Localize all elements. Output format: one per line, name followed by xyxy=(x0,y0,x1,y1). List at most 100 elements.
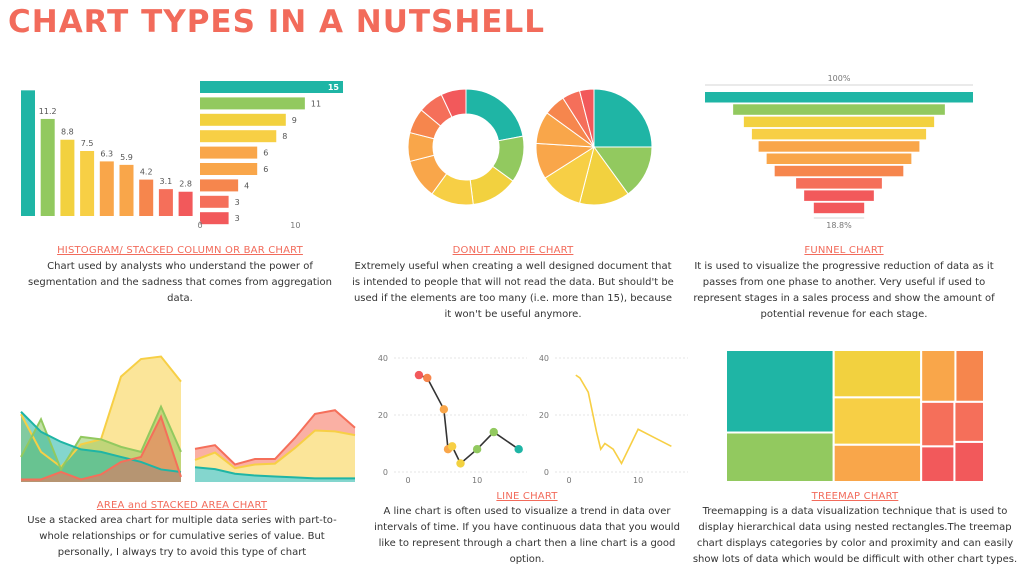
histogram-bar xyxy=(119,164,134,216)
line-chart-plain: 0 20 40 0 10 xyxy=(539,354,688,485)
histogram-description: Chart used by analysts who understand th… xyxy=(27,261,332,304)
line-chart-markers-point xyxy=(439,405,449,414)
line-chart-markers-point xyxy=(472,445,482,454)
funnel-stage xyxy=(733,104,945,115)
funnel-stage xyxy=(813,202,865,214)
area-description: Use a stacked area chart for multiple da… xyxy=(27,515,337,558)
line-chart-plain-y-tick: 20 xyxy=(539,411,549,420)
funnel-stage xyxy=(796,178,882,189)
bar-value-label: 8 xyxy=(282,132,287,141)
treemap-cell xyxy=(954,349,985,403)
histogram-bar xyxy=(40,118,55,216)
line-chart-markers-x-tick: 0 xyxy=(405,476,410,485)
line-chart-plain-x-tick: 0 xyxy=(566,476,571,485)
donut-chart-slice xyxy=(465,88,524,142)
area-chart-series-line xyxy=(20,411,182,473)
bar-chart-bar xyxy=(200,163,258,175)
bar-chart-bar xyxy=(200,179,239,192)
treemap-cell xyxy=(953,440,985,484)
histogram-bar xyxy=(80,151,95,216)
bar-x-tick: 0 xyxy=(197,221,202,230)
area-chart-series-line xyxy=(21,414,182,481)
treemap-cell xyxy=(920,445,956,483)
funnel-description: It is used to visualize the progressive … xyxy=(693,261,995,320)
bar-chart-bar xyxy=(200,195,229,208)
treemap-heading[interactable]: TREEMAP CHART xyxy=(811,491,899,502)
page-title: CHART TYPES IN A NUTSHELL xyxy=(8,4,545,40)
pie-chart-slice xyxy=(578,88,595,148)
donut-description: Extremely useful when creating a well de… xyxy=(352,261,674,320)
funnel-heading[interactable]: FUNNEL CHART xyxy=(804,245,884,256)
histogram-value-label: 2.8 xyxy=(179,180,192,189)
line-chart-markers-point xyxy=(514,445,523,454)
donut-chart-slice xyxy=(440,88,467,118)
stacked-area-chart xyxy=(194,409,356,482)
treemap-cell xyxy=(725,431,835,483)
funnel-stage xyxy=(774,165,904,177)
donut-heading[interactable]: DONUT AND PIE CHART xyxy=(452,245,574,256)
line-chart-markers-point xyxy=(414,370,424,380)
line-chart-markers-series-line xyxy=(418,374,520,465)
stacked-area-chart-fill xyxy=(195,430,355,479)
bar-x-tick: 10 xyxy=(290,221,300,230)
bar-chart-bar xyxy=(200,113,286,126)
line-chart-markers-point xyxy=(489,427,498,437)
line-chart-markers-point xyxy=(456,459,465,468)
funnel-stage xyxy=(804,190,874,201)
bar-value-label: 3 xyxy=(235,214,240,223)
line-heading[interactable]: LINE CHART xyxy=(496,491,558,502)
treemap-chart xyxy=(725,349,985,484)
line-chart-markers: 0 20 40 0 10 xyxy=(378,354,527,485)
line-description: A line chart is often used to visualize … xyxy=(374,506,680,565)
treemap-cell xyxy=(953,400,985,443)
line-chart-plain-series-line xyxy=(575,374,672,466)
stacked-area-chart-series-line xyxy=(194,429,356,470)
treemap-cell xyxy=(725,349,835,434)
bar-value-label: 6 xyxy=(263,149,268,158)
line-chart-markers-x-tick: 10 xyxy=(472,476,482,485)
bar-value-label: 15 xyxy=(328,83,340,92)
histogram-value-label: 8.8 xyxy=(61,128,74,137)
histogram-value-label: 6.3 xyxy=(100,149,113,158)
line-chart-markers-point xyxy=(423,373,432,383)
treemap-description: Treemapping is a data visualization tech… xyxy=(692,506,1018,565)
pie-chart-slice xyxy=(593,88,653,148)
treemap-cell xyxy=(920,400,956,448)
funnel-stage xyxy=(705,92,973,103)
pie-chart xyxy=(535,88,653,206)
histogram-value-label: 5.9 xyxy=(120,153,133,162)
funnel-stage xyxy=(751,128,927,140)
histogram-bar xyxy=(158,189,173,216)
area-chart-fill xyxy=(21,416,181,482)
funnel-bottom-label: 18.8% xyxy=(826,221,852,230)
stacked-area-chart-series-line xyxy=(194,409,356,466)
treemap-cell xyxy=(832,443,923,484)
line-chart-plain-y-tick: 40 xyxy=(539,354,549,363)
pie-chart-slice xyxy=(593,146,653,195)
histogram-bar xyxy=(139,179,154,216)
histogram-bar xyxy=(21,90,35,216)
funnel-stage xyxy=(766,153,912,164)
histogram-bar xyxy=(178,191,193,216)
donut-chart xyxy=(407,88,525,206)
treemap-cell xyxy=(920,349,957,403)
treemap-cell xyxy=(832,396,923,446)
histogram-bar xyxy=(60,139,75,216)
funnel-stage xyxy=(758,141,920,152)
histogram-value-label: 3.1 xyxy=(160,177,173,186)
bar-value-label: 9 xyxy=(292,116,297,125)
line-chart-markers-y-tick: 0 xyxy=(383,468,388,477)
bar-chart-bar xyxy=(200,212,229,225)
histogram-heading[interactable]: HISTOGRAM/ STACKED COLUMN OR BAR CHART xyxy=(57,245,303,256)
bar-value-label: 4 xyxy=(244,181,249,190)
line-chart-markers-point xyxy=(447,442,457,451)
stacked-area-chart-series-line xyxy=(194,466,355,480)
area-heading[interactable]: AREA and STACKED AREA CHART xyxy=(96,500,268,511)
stacked-area-chart-fill xyxy=(195,410,355,469)
bar-value-label: 6 xyxy=(263,165,268,174)
bar-chart-bar xyxy=(200,81,343,93)
line-chart-plain-y-tick: 0 xyxy=(544,468,549,477)
histogram-value-label: 11.2 xyxy=(39,107,57,116)
area-chart xyxy=(20,355,182,482)
